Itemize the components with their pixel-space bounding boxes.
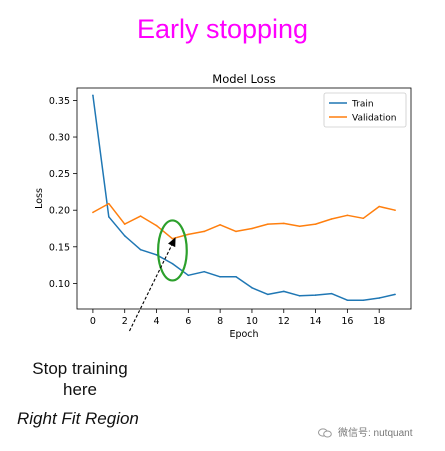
data-point-validation <box>394 209 396 212</box>
data-point-train <box>187 274 190 277</box>
data-point-validation <box>108 202 110 205</box>
data-point-train <box>330 292 333 295</box>
x-tick-label: 8 <box>217 316 223 327</box>
plot-frame <box>76 87 412 310</box>
data-point-validation <box>155 224 158 227</box>
data-point-validation <box>298 225 301 228</box>
highlight-ellipse <box>157 219 188 282</box>
data-point-validation <box>282 222 285 225</box>
stop-training-line-1: Stop training <box>32 359 128 378</box>
data-point-validation <box>346 214 349 217</box>
legend-label-validation: Validation <box>352 114 396 124</box>
data-point-train <box>362 299 365 302</box>
data-point-train <box>139 248 142 251</box>
data-point-train <box>282 290 285 293</box>
x-tick-label: 6 <box>185 316 191 327</box>
chart-title: Model Loss <box>212 72 275 86</box>
x-tick-label: 14 <box>310 316 322 327</box>
data-point-validation <box>92 211 94 214</box>
data-point-train <box>314 294 317 296</box>
data-point-train <box>378 297 380 299</box>
series-line-train <box>92 95 396 301</box>
data-point-validation <box>187 233 190 236</box>
data-point-train <box>394 293 396 296</box>
data-point-validation <box>362 217 365 220</box>
data-point-validation <box>251 227 253 230</box>
x-axis-label: Epoch <box>229 329 258 340</box>
data-point-train <box>155 254 158 256</box>
x-tick-label: 18 <box>373 316 385 327</box>
y-tick-label: 0.15 <box>49 242 70 253</box>
data-point-validation <box>267 223 269 225</box>
data-point-train <box>219 276 221 278</box>
data-point-validation <box>219 224 221 226</box>
series-line-validation <box>92 202 396 240</box>
data-point-validation <box>171 237 174 240</box>
data-point-validation <box>123 223 126 225</box>
data-point-train <box>123 235 126 237</box>
data-point-validation <box>378 205 380 208</box>
x-tick-label: 4 <box>154 316 160 327</box>
data-point-validation <box>203 230 206 233</box>
data-point-train <box>171 262 174 265</box>
data-point-train <box>203 270 206 273</box>
data-point-train <box>235 276 237 278</box>
x-tick-label: 16 <box>341 316 353 327</box>
stop-training-caption: Stop training here <box>10 358 150 400</box>
x-tick-label: 12 <box>278 316 290 327</box>
wechat-icon <box>318 428 332 438</box>
right-fit-region-caption: Right Fit Region <box>17 409 139 428</box>
y-tick-label: 0.35 <box>49 96 70 107</box>
x-tick-label: 10 <box>246 316 258 327</box>
watermark: 微信号: nutquant <box>318 424 412 439</box>
y-tick-label: 0.10 <box>49 279 70 290</box>
data-point-train <box>267 293 269 296</box>
data-point-validation <box>330 218 333 220</box>
pointer-arrow-line <box>128 237 177 332</box>
data-point-train <box>298 295 301 297</box>
data-point-train <box>92 94 94 97</box>
data-point-validation <box>235 230 237 233</box>
watermark-text: 微信号: nutquant <box>338 428 413 439</box>
y-tick-label: 0.25 <box>49 169 70 180</box>
page-heading: Early stopping <box>136 14 309 44</box>
x-tick-label: 2 <box>122 316 128 327</box>
stop-training-line-2: here <box>62 380 98 399</box>
legend-label-train: Train <box>351 100 374 110</box>
data-point-validation <box>314 223 317 225</box>
y-tick-label: 0.30 <box>49 133 70 144</box>
legend-box <box>323 92 407 128</box>
data-point-train <box>251 286 253 289</box>
x-tick-label: 0 <box>90 316 96 327</box>
y-axis-label: Loss <box>34 188 45 209</box>
pointer-arrow-head <box>168 237 176 248</box>
y-tick-label: 0.20 <box>49 206 70 217</box>
data-point-train <box>346 299 349 302</box>
data-point-validation <box>139 215 142 217</box>
data-point-train <box>108 215 110 218</box>
